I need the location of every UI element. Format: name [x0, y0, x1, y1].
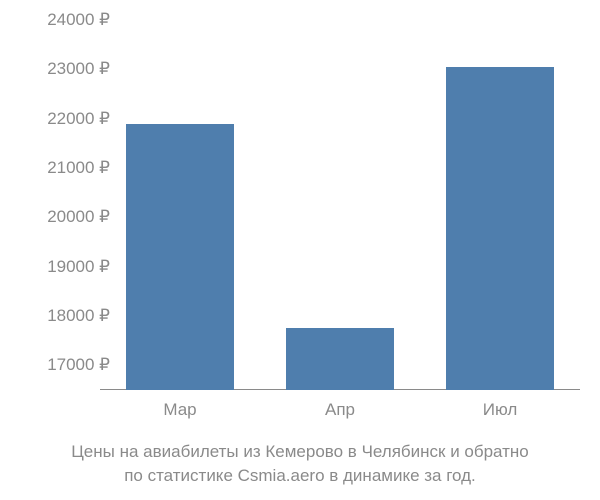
x-tick-label: Апр [325, 400, 355, 420]
price-chart: Мар Апр Июл [100, 10, 580, 430]
bar [286, 328, 395, 390]
bar [126, 124, 235, 390]
caption-line-1: Цены на авиабилеты из Кемерово в Челябин… [71, 442, 529, 461]
y-tick-label: 21000 ₽ [20, 158, 110, 178]
plot-region [100, 10, 580, 390]
y-tick-label: 17000 ₽ [20, 355, 110, 375]
y-tick-label: 23000 ₽ [20, 59, 110, 79]
caption-line-2: по статистике Csmia.aero в динамике за г… [124, 466, 476, 485]
bar [446, 67, 555, 390]
y-tick-label: 24000 ₽ [20, 10, 110, 30]
y-tick-label: 20000 ₽ [20, 207, 110, 227]
y-tick-label: 22000 ₽ [20, 109, 110, 129]
chart-caption: Цены на авиабилеты из Кемерово в Челябин… [0, 440, 600, 488]
y-tick-label: 19000 ₽ [20, 257, 110, 277]
x-tick-label: Июл [483, 400, 518, 420]
x-tick-label: Мар [163, 400, 196, 420]
y-tick-label: 18000 ₽ [20, 306, 110, 326]
